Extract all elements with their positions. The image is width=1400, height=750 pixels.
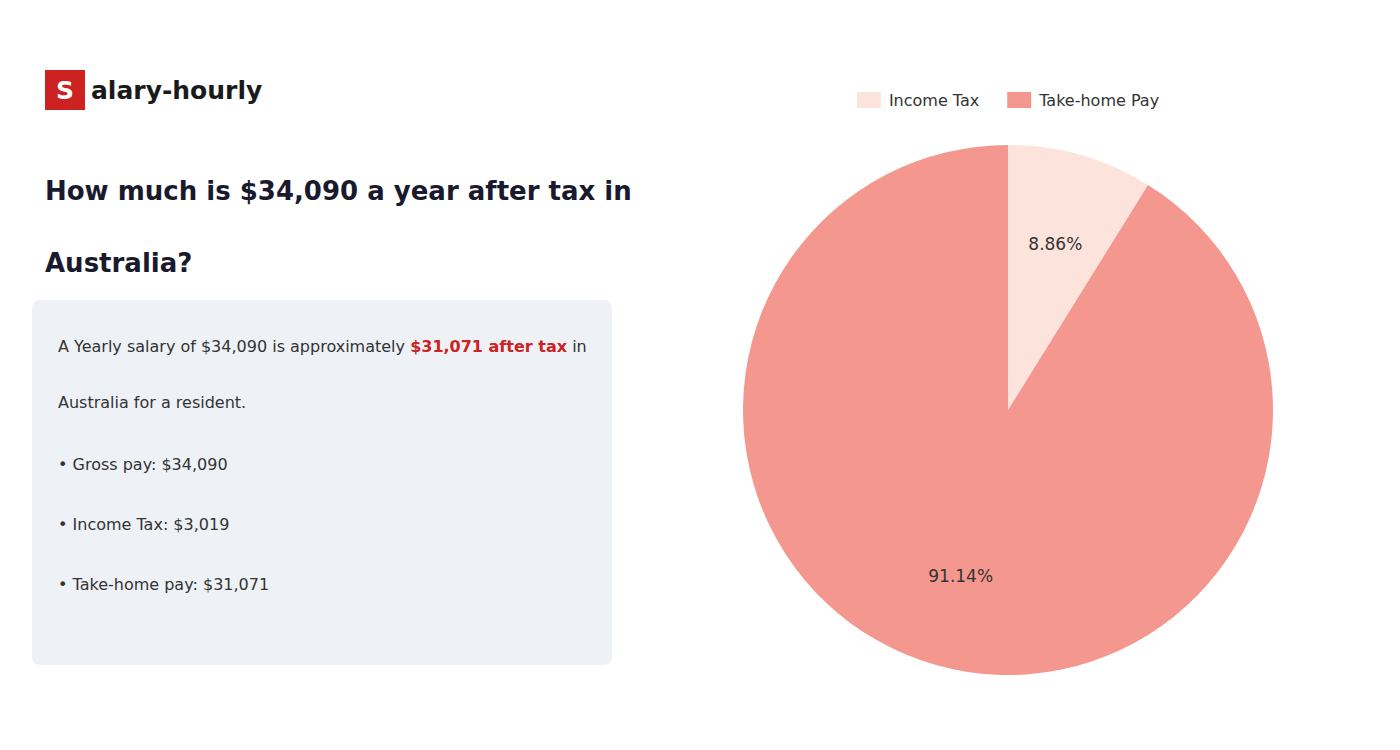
pie xyxy=(743,145,1273,675)
logo-box xyxy=(45,70,85,110)
bullet-item: • Gross pay: $34,090 xyxy=(58,455,228,474)
summary-highlight: $31,071 after tax xyxy=(410,337,568,356)
legend-label: Take-home Pay xyxy=(1038,91,1159,110)
pie-slice xyxy=(743,145,1273,675)
info-box xyxy=(32,300,612,665)
logo-letter: S xyxy=(56,76,74,105)
text-panel: Salary-hourly How much is $34,090 a year … xyxy=(32,70,632,665)
legend-swatch xyxy=(1007,92,1031,108)
bullet-item: • Income Tax: $3,019 xyxy=(58,515,229,534)
chart-title: How much is $34,090 a year after tax in xyxy=(45,176,632,206)
summary-line: A Yearly salary of $34,090 is approximat… xyxy=(58,337,587,356)
summary-text: in xyxy=(567,337,587,356)
legend-item: Income Tax xyxy=(857,91,979,110)
data-labels: 8.86% 91.14% xyxy=(928,234,1082,585)
logo-text: alary-hourly xyxy=(91,76,262,105)
data-label: 91.14% xyxy=(928,566,993,586)
bullet-item: • Take-home pay: $31,071 xyxy=(58,575,269,594)
summary-text: A Yearly salary of $34,090 is approximat… xyxy=(58,337,410,356)
chart-title: Australia? xyxy=(45,248,192,278)
legend: Income Tax Take-home Pay xyxy=(857,91,1159,110)
summary-line: Australia for a resident. xyxy=(58,393,246,412)
legend-swatch xyxy=(857,92,881,108)
legend-label: Income Tax xyxy=(889,91,979,110)
chart-root: Salary-hourly How much is $34,090 a year … xyxy=(0,0,1400,750)
data-label: 8.86% xyxy=(1028,234,1082,254)
legend-item: Take-home Pay xyxy=(1007,91,1159,110)
